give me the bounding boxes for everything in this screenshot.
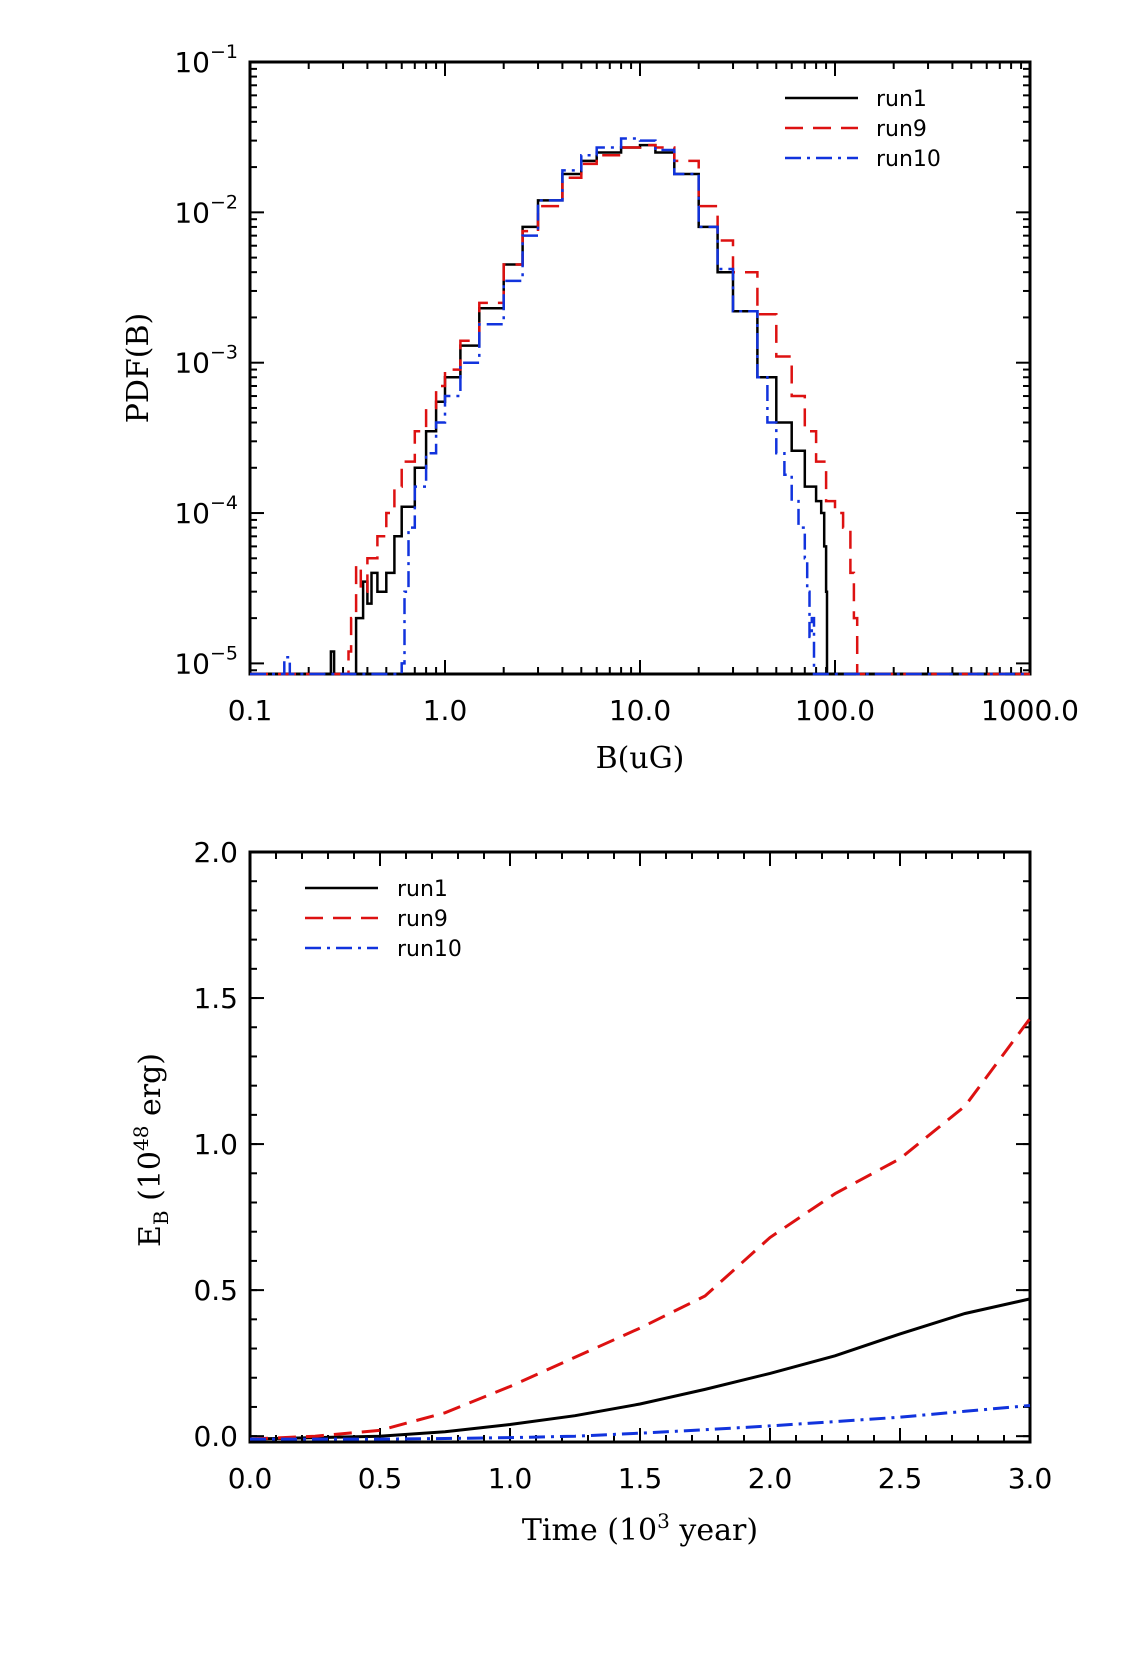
pdf-chart-series-run10	[250, 137, 1030, 676]
energy-chart-ytick-label: 1.5	[193, 982, 238, 1015]
energy-chart-xtick-label: 2.5	[878, 1462, 923, 1495]
energy-chart-series	[249, 1017, 1032, 1441]
legend-run9-label: run9	[876, 117, 927, 142]
energy-chart-xtick-label: 1.5	[618, 1462, 663, 1495]
pdf-chart-xtick-label: 1.0	[423, 694, 468, 727]
pdf-chart-xtick-label: 0.1	[228, 694, 273, 727]
pdf-chart-ytick-label: 10−2	[174, 191, 238, 229]
energy-chart-panel: 0.0 0.5 1.0 1.5 2.0 2.5 3.0 0.0 0.5 1.0 1.5 2.0 Ti…	[129, 836, 1052, 1548]
pdf-chart-ytick-labels: 10−5 10−4 10−3 10−2 10−1	[174, 41, 238, 680]
legend-run10-label: run10	[397, 937, 462, 962]
energy-chart-ytick-label: 1.0	[193, 1128, 238, 1161]
pdf-chart-ytick-label: 10−3	[174, 342, 238, 380]
pdf-chart-series	[250, 137, 1030, 676]
pdf-chart-xlabel: B(uG)	[596, 741, 685, 776]
energy-chart-xtick-label: 2.0	[748, 1462, 793, 1495]
energy-chart-ytick-label: 0.0	[193, 1420, 238, 1453]
energy-chart-xtick-label: 0.5	[358, 1462, 403, 1495]
legend-run1-label: run1	[397, 877, 448, 902]
energy-chart-ytick-label: 0.5	[193, 1274, 238, 1307]
energy-chart-xtick-label: 1.0	[488, 1462, 533, 1495]
energy-chart-ytick-label: 2.0	[193, 836, 238, 869]
pdf-chart-xtick-label: 10.0	[609, 694, 671, 727]
energy-chart-xlabel: Time (103 year)	[522, 1509, 758, 1548]
pdf-chart-ylabel: PDF(B)	[121, 313, 156, 424]
energy-chart-legend: run1 run9 run10	[305, 877, 462, 962]
energy-chart-ylabel: EB (1048 erg)	[129, 1053, 173, 1247]
pdf-chart-ytick-label: 10−5	[174, 642, 238, 680]
legend-run9-label: run9	[397, 907, 448, 932]
pdf-chart-legend: run1 run9 run10	[785, 87, 941, 172]
pdf-chart-ticks	[249, 61, 1031, 674]
energy-chart-ytick-labels: 0.0 0.5 1.0 1.5 2.0	[193, 836, 238, 1453]
pdf-chart-ytick-label: 10−1	[174, 41, 238, 79]
energy-chart-series-run10	[250, 1404, 1031, 1441]
energy-chart-series-run1	[249, 1297, 1031, 1441]
energy-chart-xtick-label: 0.0	[228, 1462, 273, 1495]
pdf-chart-xtick-label: 1000.0	[981, 694, 1079, 727]
pdf-chart-series-run9	[250, 143, 1030, 676]
energy-chart-xtick-label: 3.0	[1008, 1462, 1053, 1495]
pdf-chart-panel: 0.1 1.0 10.0 100.0 1000.0 10−510−410−310−210…	[121, 41, 1079, 776]
energy-chart-xtick-labels: 0.0 0.5 1.0 1.5 2.0 2.5 3.0	[228, 1462, 1053, 1495]
legend-run1-label: run1	[876, 87, 927, 112]
pdf-chart-ytick-label: 10−4	[174, 492, 238, 530]
pdf-chart-xtick-label: 100.0	[795, 694, 875, 727]
legend-run10-label: run10	[876, 147, 941, 172]
energy-chart-series-run9	[249, 1017, 1032, 1441]
pdf-chart-series-run1	[250, 143, 1030, 676]
pdf-chart-xtick-labels: 0.1 1.0 10.0 100.0 1000.0	[228, 694, 1079, 727]
